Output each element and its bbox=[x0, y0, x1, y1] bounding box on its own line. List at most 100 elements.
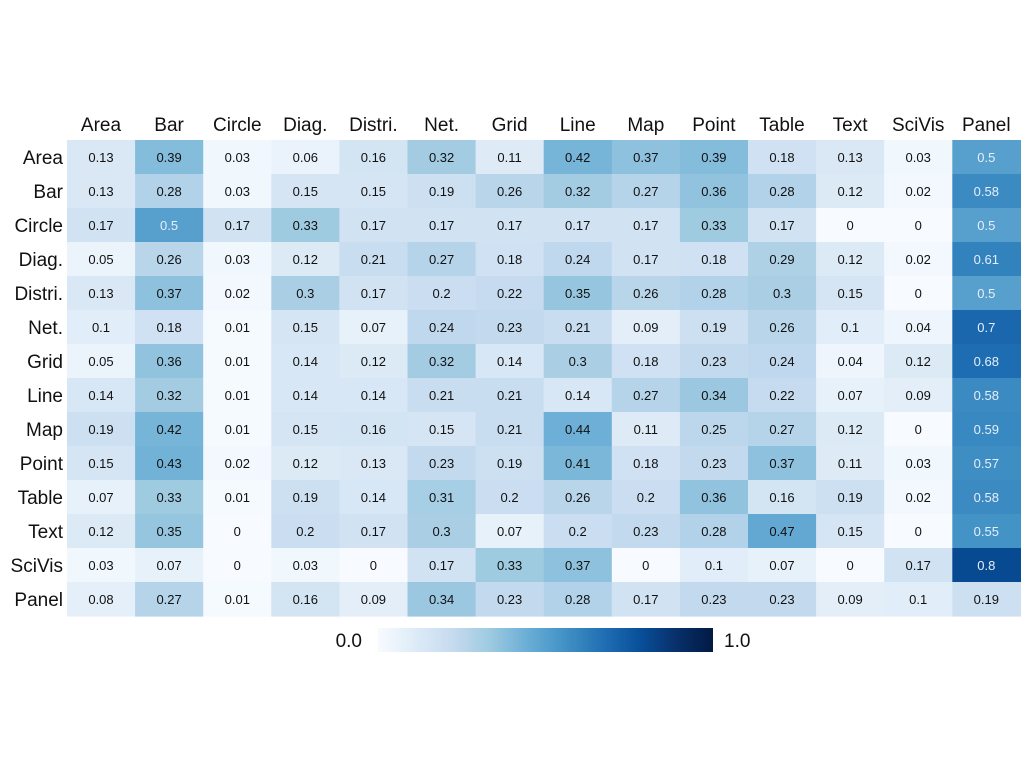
heatmap-cell bbox=[748, 548, 817, 583]
colorbar: 0.0 1.0 bbox=[336, 628, 750, 652]
heatmap-cell bbox=[679, 480, 749, 515]
heatmap-cell-value: 0.13 bbox=[88, 286, 113, 301]
heatmap-cell bbox=[884, 140, 953, 175]
heatmap-cell-value: 0.26 bbox=[565, 490, 590, 505]
heatmap-cell-value: 0.35 bbox=[565, 286, 590, 301]
heatmap-cell bbox=[748, 446, 817, 481]
heatmap-cell bbox=[339, 276, 409, 311]
heatmap-cell bbox=[884, 310, 953, 345]
heatmap-cell bbox=[67, 242, 136, 277]
heatmap-cell-value: 0.21 bbox=[361, 252, 386, 267]
heatmap-cell-value: 0.43 bbox=[156, 456, 181, 471]
heatmap-cell bbox=[884, 174, 953, 209]
heatmap-cell bbox=[611, 446, 681, 481]
heatmap-cell bbox=[407, 548, 477, 583]
heatmap-cell bbox=[816, 446, 885, 481]
heatmap-cell bbox=[816, 140, 885, 175]
heatmap-cell bbox=[407, 378, 477, 413]
row-label-text: Text bbox=[28, 522, 64, 543]
heatmap-cell bbox=[203, 412, 272, 447]
heatmap-cell-value: 0.24 bbox=[769, 354, 794, 369]
heatmap-cell-value: 0.1 bbox=[705, 558, 723, 573]
heatmap-cell-value: 0.58 bbox=[974, 490, 999, 505]
heatmap-cell-value: 0.27 bbox=[633, 388, 658, 403]
heatmap-cell bbox=[67, 344, 136, 379]
heatmap-cell bbox=[816, 242, 885, 277]
heatmap-cell-value: 0.02 bbox=[225, 456, 250, 471]
heatmap-cell-value: 0.08 bbox=[88, 592, 113, 607]
heatmap-cell bbox=[339, 548, 409, 583]
heatmap-cell bbox=[679, 378, 749, 413]
heatmap-cell bbox=[339, 582, 409, 617]
heatmap-cell bbox=[475, 344, 545, 379]
heatmap-cell bbox=[611, 412, 681, 447]
heatmap-cell-value: 0.27 bbox=[156, 592, 181, 607]
heatmap-cell bbox=[611, 378, 681, 413]
heatmap-cell-value: 0.06 bbox=[293, 150, 318, 165]
heatmap-cell bbox=[271, 514, 340, 549]
heatmap-cell-value: 0.27 bbox=[769, 422, 794, 437]
heatmap-cell bbox=[611, 344, 681, 379]
heatmap-cell bbox=[884, 344, 953, 379]
heatmap-cell bbox=[271, 174, 340, 209]
heatmap-cell-value: 0.12 bbox=[293, 456, 318, 471]
heatmap-cell bbox=[952, 480, 1021, 515]
heatmap-cell-value: 0.21 bbox=[429, 388, 454, 403]
heatmap-cell bbox=[543, 378, 613, 413]
heatmap-cell bbox=[135, 480, 204, 515]
heatmap-cell-value: 0.31 bbox=[429, 490, 454, 505]
row-label-point: Point bbox=[20, 454, 64, 475]
heatmap-cell-value: 0.3 bbox=[773, 286, 791, 301]
column-label-grid: Grid bbox=[492, 115, 528, 136]
heatmap-cell bbox=[135, 378, 204, 413]
heatmap-cell-value: 0.07 bbox=[88, 490, 113, 505]
heatmap-cell-value: 0.23 bbox=[769, 592, 794, 607]
heatmap-cell-value: 0.23 bbox=[701, 456, 726, 471]
heatmap-cell bbox=[679, 446, 749, 481]
heatmap-cell-value: 0.09 bbox=[906, 388, 931, 403]
heatmap-cell-value: 0.2 bbox=[433, 286, 451, 301]
heatmap-cell-value: 0.14 bbox=[361, 490, 386, 505]
colorbar-max-label: 1.0 bbox=[724, 631, 750, 652]
heatmap-cell bbox=[135, 344, 204, 379]
heatmap-cell-value: 0.33 bbox=[293, 218, 318, 233]
heatmap-cell bbox=[135, 412, 204, 447]
heatmap-cell bbox=[339, 208, 409, 243]
heatmap-cell-value: 0.17 bbox=[429, 218, 454, 233]
heatmap-cell-value: 0.16 bbox=[361, 422, 386, 437]
row-label-net: Net. bbox=[28, 318, 63, 339]
heatmap-cell bbox=[475, 276, 545, 311]
heatmap-cell bbox=[475, 548, 545, 583]
heatmap-cell-value: 0 bbox=[915, 218, 922, 233]
heatmap-cell-value: 0.17 bbox=[361, 524, 386, 539]
heatmap-cell bbox=[475, 514, 545, 549]
heatmap-cell-value: 0.37 bbox=[156, 286, 181, 301]
heatmap-cell-value: 0.55 bbox=[974, 524, 999, 539]
heatmap-cell-value: 0.2 bbox=[569, 524, 587, 539]
heatmap-cell bbox=[952, 378, 1021, 413]
heatmap-cell-value: 0.33 bbox=[156, 490, 181, 505]
heatmap-cell bbox=[816, 548, 885, 583]
heatmap-cell-value: 0 bbox=[234, 558, 241, 573]
heatmap-cell-value: 0.37 bbox=[769, 456, 794, 471]
heatmap-cell-value: 0.15 bbox=[361, 184, 386, 199]
heatmap-cell-value: 0.01 bbox=[225, 490, 250, 505]
heatmap-cell-value: 0.05 bbox=[88, 354, 113, 369]
heatmap-cell-value: 0.42 bbox=[156, 422, 181, 437]
heatmap-cell bbox=[543, 480, 613, 515]
column-label-map: Map bbox=[627, 115, 664, 136]
heatmap-cell-value: 0.47 bbox=[769, 524, 794, 539]
heatmap-cell-value: 0.33 bbox=[701, 218, 726, 233]
heatmap-cell-value: 0.22 bbox=[497, 286, 522, 301]
heatmap-cell-value: 0.36 bbox=[701, 490, 726, 505]
heatmap-cell-value: 0.19 bbox=[429, 184, 454, 199]
heatmap-cell bbox=[67, 174, 136, 209]
heatmap-cell-value: 0.19 bbox=[974, 592, 999, 607]
heatmap-cell bbox=[748, 378, 817, 413]
heatmap-cell bbox=[543, 514, 613, 549]
heatmap-cell-value: 0.18 bbox=[633, 354, 658, 369]
heatmap-cell-value: 0.21 bbox=[497, 422, 522, 437]
heatmap-cell-value: 0.3 bbox=[296, 286, 314, 301]
heatmap-cell bbox=[203, 582, 272, 617]
heatmap-cell-value: 0.1 bbox=[909, 592, 927, 607]
